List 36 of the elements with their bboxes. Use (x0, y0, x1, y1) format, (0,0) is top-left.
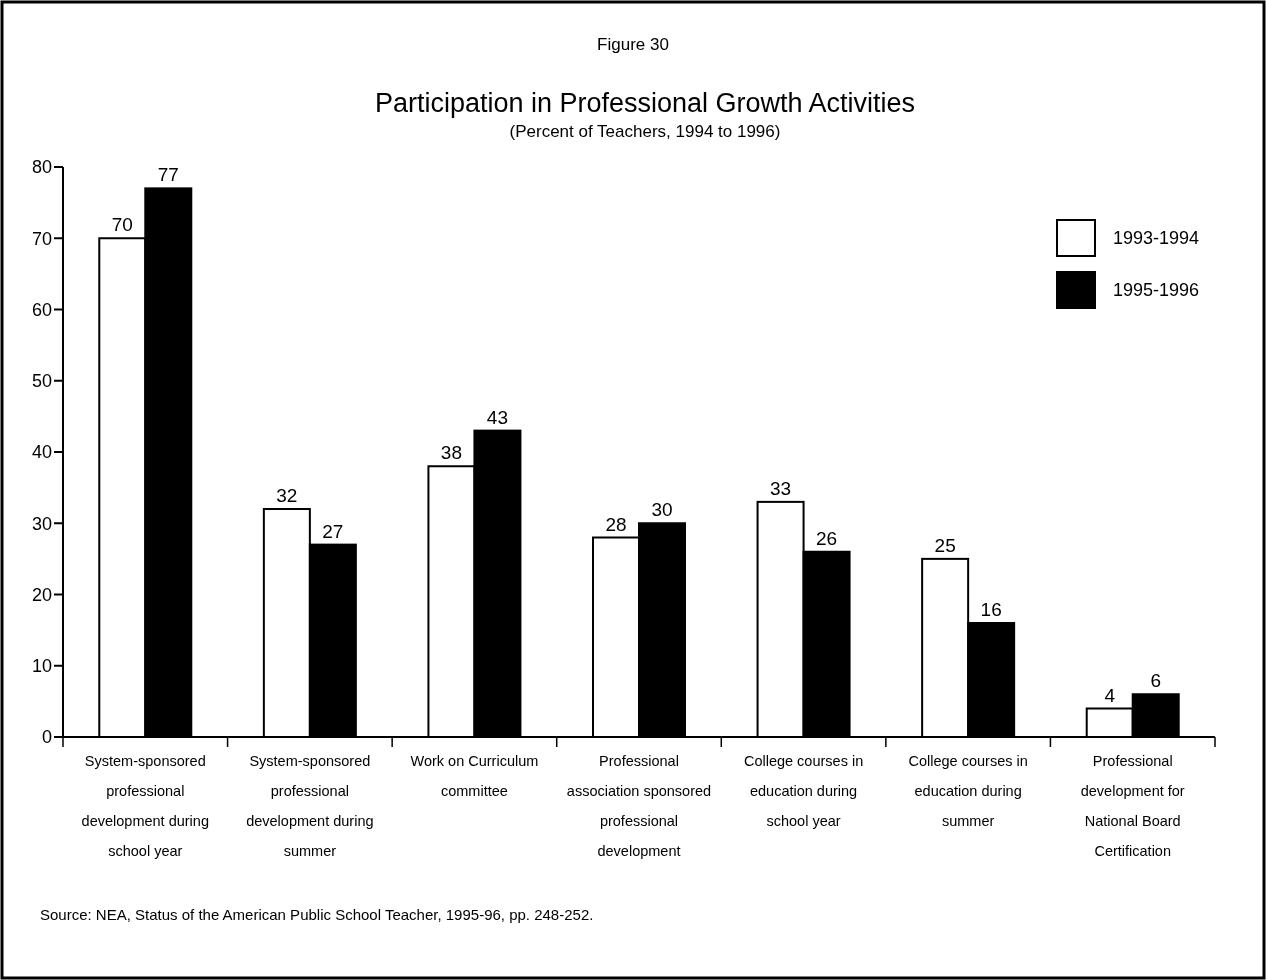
y-tick-label: 50 (31, 371, 52, 392)
y-tick-label: 80 (31, 157, 52, 178)
data-label: 70 (111, 214, 133, 236)
data-label: 77 (157, 164, 179, 186)
data-label: 4 (1104, 684, 1116, 706)
y-tick-label: 20 (31, 584, 52, 605)
data-label: 32 (276, 485, 298, 506)
data-label: 26 (816, 527, 838, 549)
data-label: 43 (486, 406, 508, 428)
x-tick-label: Work on Curriculum committee (410, 753, 539, 799)
y-tick-label: 40 (31, 442, 52, 463)
data-label: 27 (322, 520, 344, 542)
x-tick-label: Professional development for National Board Certification (1080, 753, 1185, 859)
caption: Figure 30 (597, 35, 669, 54)
y-tick-label: 10 (31, 656, 52, 677)
data-label: 38 (440, 442, 462, 464)
chart-title: Participation in Professional Growth Activities (374, 88, 916, 118)
y-tick-label: 70 (31, 228, 52, 249)
y-tick-label: 30 (31, 513, 52, 534)
legend-label: 1993-1994 (1113, 228, 1200, 249)
data-label: 6 (1150, 670, 1161, 692)
x-tick-label: College courses in education during summer (908, 753, 1028, 829)
chart-subtitle: (Percent of Teachers, 1994 to 1996) (509, 122, 781, 141)
data-label: 28 (605, 513, 627, 535)
y-tick-label: 60 (31, 299, 52, 320)
data-label: 25 (934, 534, 956, 556)
y-tick-label: 0 (41, 727, 52, 748)
x-tick-label: System-sponsored professional development during school year (81, 753, 209, 859)
data-label: 33 (770, 477, 792, 499)
legend-label: 1995-1996 (1113, 280, 1200, 301)
x-tick-label: System-sponsored professional development during summer (246, 753, 374, 859)
data-label: 16 (980, 599, 1002, 620)
x-tick-label: Professional association sponsored professional development (566, 753, 712, 859)
source-note: Source: NEA, Status of the American Public School Teacher, 1995-96, pp. 248-252. (40, 906, 594, 923)
data-label: 30 (651, 499, 673, 521)
x-tick-label: College courses in education during school year (743, 753, 864, 829)
